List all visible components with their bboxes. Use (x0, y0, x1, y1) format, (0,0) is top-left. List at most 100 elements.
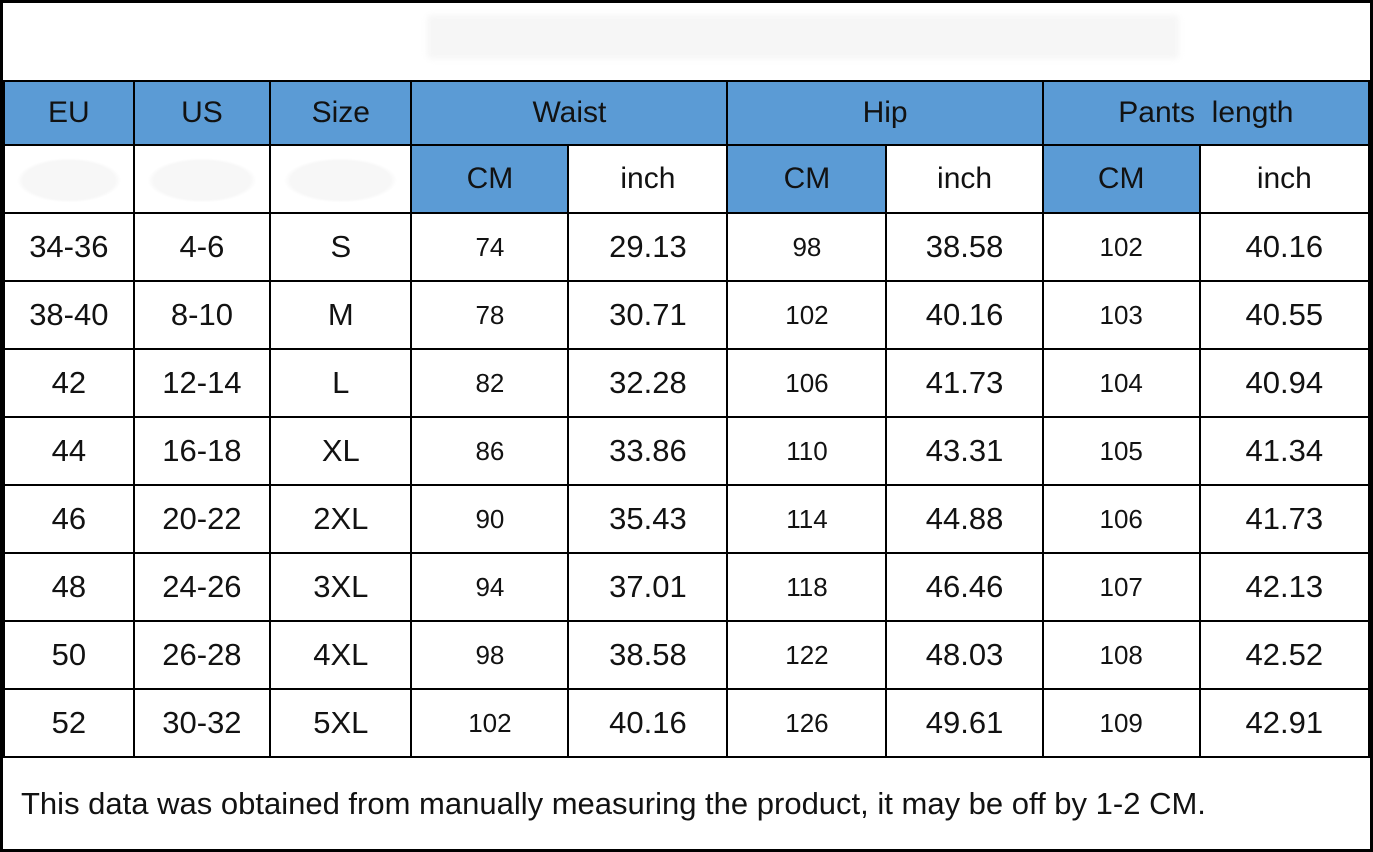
cell-pants-cm: 107 (1041, 552, 1201, 622)
cell-us: 20-22 (132, 484, 272, 554)
cell-hip-inch: 44.88 (885, 484, 1044, 554)
table-header: EU US Size Waist Hip Pants length CM inc… (3, 80, 1371, 214)
cell-size: 3XL (269, 552, 413, 622)
cell-waist-inch: 38.58 (567, 620, 729, 690)
cell-pants-inch: 40.94 (1198, 348, 1371, 418)
cell-waist-cm: 98 (410, 620, 570, 690)
cell-hip-inch: 41.73 (885, 348, 1044, 418)
cell-pants-inch: 41.73 (1198, 484, 1371, 554)
cell-hip-cm: 110 (726, 416, 888, 486)
cell-size: 4XL (269, 620, 413, 690)
cell-waist-inch: 33.86 (567, 416, 729, 486)
cell-waist-inch: 37.01 (567, 552, 729, 622)
cell-waist-inch: 40.16 (567, 688, 729, 758)
cell-waist-cm: 74 (410, 212, 570, 282)
cell-size: XL (269, 416, 413, 486)
header-hip: Hip (726, 80, 1044, 146)
cell-waist-inch: 29.13 (567, 212, 729, 282)
cell-eu: 48 (3, 552, 135, 622)
cell-size: 2XL (269, 484, 413, 554)
subheader-us-blank (132, 144, 272, 214)
cell-us: 24-26 (132, 552, 272, 622)
table-row: 50 26-28 4XL 98 38.58 122 48.03 108 42.52 (3, 620, 1371, 690)
cell-pants-inch: 41.34 (1198, 416, 1371, 486)
cell-hip-cm: 106 (726, 348, 888, 418)
table-row: 48 24-26 3XL 94 37.01 118 46.46 107 42.13 (3, 552, 1371, 622)
cell-pants-inch: 42.91 (1198, 688, 1371, 758)
cell-hip-inch: 49.61 (885, 688, 1044, 758)
subheader-pants-cm: CM (1041, 144, 1201, 214)
cell-waist-cm: 90 (410, 484, 570, 554)
header-eu: EU (3, 80, 135, 146)
subheader-pants-inch: inch (1198, 144, 1371, 214)
cell-hip-cm: 122 (726, 620, 888, 690)
table-row: 34-36 4-6 S 74 29.13 98 38.58 102 40.16 (3, 212, 1371, 282)
cell-size: M (269, 280, 413, 350)
cell-waist-inch: 35.43 (567, 484, 729, 554)
cell-pants-cm: 103 (1041, 280, 1201, 350)
subheader-waist-cm: CM (410, 144, 570, 214)
cell-pants-cm: 106 (1041, 484, 1201, 554)
size-table-body: 34-36 4-6 S 74 29.13 98 38.58 102 40.16 38-40 8-10… (3, 212, 1371, 758)
table-row: 44 16-18 XL 86 33.86 110 43.31 105 41.34 (3, 416, 1371, 486)
cell-us: 26-28 (132, 620, 272, 690)
table-row: 52 30-32 5XL 102 40.16 126 49.61 109 42.91 (3, 688, 1371, 758)
cell-hip-cm: 98 (726, 212, 888, 282)
cell-size: 5XL (269, 688, 413, 758)
measurement-disclaimer: This data was obtained from manually mea… (3, 758, 1370, 849)
cell-hip-inch: 40.16 (885, 280, 1044, 350)
cell-pants-cm: 104 (1041, 348, 1201, 418)
cell-size: S (269, 212, 413, 282)
cell-hip-cm: 102 (726, 280, 888, 350)
header-pants-length: Pants length (1041, 80, 1371, 146)
subheader-hip-inch: inch (885, 144, 1044, 214)
cell-waist-cm: 86 (410, 416, 570, 486)
cell-waist-cm: 102 (410, 688, 570, 758)
cell-us: 12-14 (132, 348, 272, 418)
cell-pants-inch: 40.16 (1198, 212, 1371, 282)
cell-eu: 34-36 (3, 212, 135, 282)
cell-pants-cm: 108 (1041, 620, 1201, 690)
header-waist: Waist (410, 80, 729, 146)
cell-hip-cm: 114 (726, 484, 888, 554)
cell-waist-cm: 82 (410, 348, 570, 418)
header-sub-row: CM inch CM inch CM inch (3, 144, 1371, 214)
cell-eu: 44 (3, 416, 135, 486)
faded-watermark (426, 15, 1179, 59)
cell-eu: 52 (3, 688, 135, 758)
cell-hip-inch: 48.03 (885, 620, 1044, 690)
cell-us: 30-32 (132, 688, 272, 758)
cell-waist-cm: 94 (410, 552, 570, 622)
cell-pants-inch: 42.13 (1198, 552, 1371, 622)
cell-pants-cm: 105 (1041, 416, 1201, 486)
cell-eu: 42 (3, 348, 135, 418)
cell-eu: 38-40 (3, 280, 135, 350)
cell-size: L (269, 348, 413, 418)
table-row: 46 20-22 2XL 90 35.43 114 44.88 106 41.73 (3, 484, 1371, 554)
table-row: 42 12-14 L 82 32.28 106 41.73 104 40.94 (3, 348, 1371, 418)
subheader-hip-cm: CM (726, 144, 888, 214)
cell-eu: 46 (3, 484, 135, 554)
cell-pants-cm: 102 (1041, 212, 1201, 282)
cell-waist-inch: 30.71 (567, 280, 729, 350)
subheader-waist-inch: inch (567, 144, 729, 214)
subheader-size-blank (269, 144, 413, 214)
cell-hip-cm: 126 (726, 688, 888, 758)
size-chart-table: EU US Size Waist Hip Pants length CM inc… (3, 80, 1371, 758)
cell-hip-inch: 38.58 (885, 212, 1044, 282)
cell-pants-inch: 40.55 (1198, 280, 1371, 350)
cell-hip-inch: 43.31 (885, 416, 1044, 486)
header-group-row: EU US Size Waist Hip Pants length (3, 80, 1371, 146)
header-us: US (132, 80, 272, 146)
cell-us: 8-10 (132, 280, 272, 350)
cell-pants-cm: 109 (1041, 688, 1201, 758)
watermark-band (3, 3, 1370, 80)
header-size: Size (269, 80, 413, 146)
cell-eu: 50 (3, 620, 135, 690)
cell-hip-inch: 46.46 (885, 552, 1044, 622)
table-row: 38-40 8-10 M 78 30.71 102 40.16 103 40.55 (3, 280, 1371, 350)
cell-waist-cm: 78 (410, 280, 570, 350)
cell-waist-inch: 32.28 (567, 348, 729, 418)
cell-pants-inch: 42.52 (1198, 620, 1371, 690)
